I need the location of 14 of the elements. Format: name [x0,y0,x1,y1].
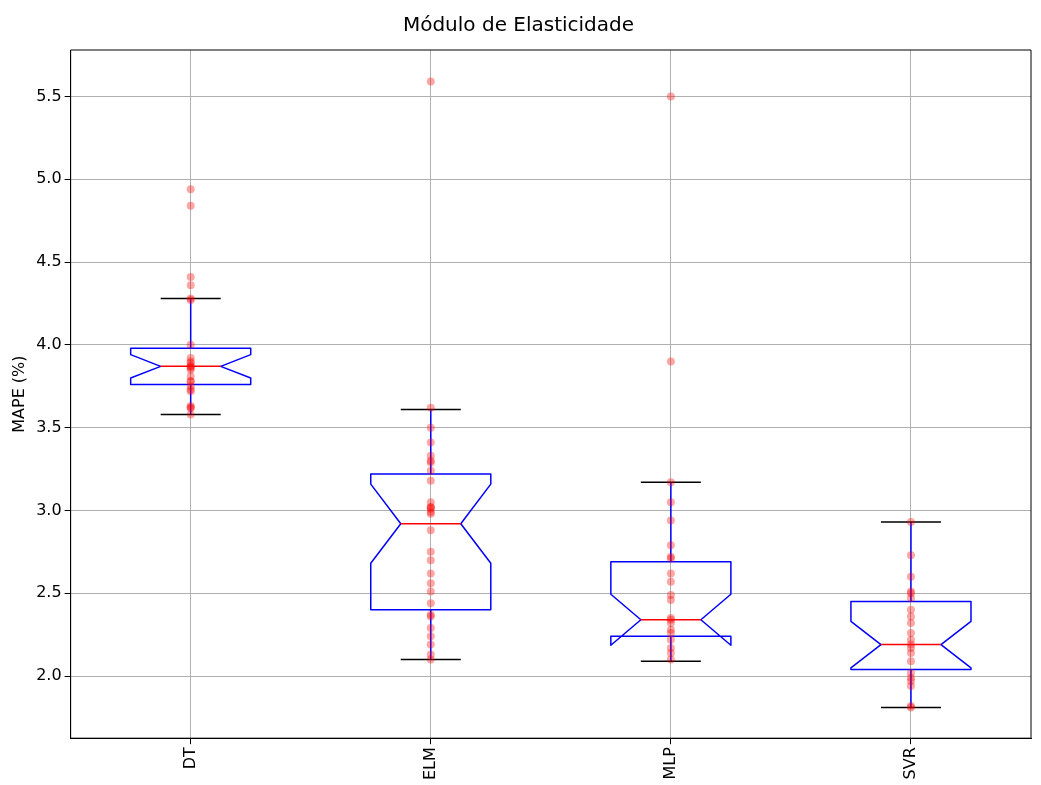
x-tick-label: SVR [900,747,920,780]
y-tick-label: 3.5 [36,416,62,436]
y-tick-label: 2.0 [36,665,62,685]
y-tick-label: 4.0 [36,333,62,353]
y-tick-label: 4.5 [36,251,62,271]
y-tick-label: 5.5 [36,85,62,105]
y-axis-title: MAPE (%) [8,355,28,433]
x-tick-label: MLP [660,746,680,780]
y-tick-label: 2.5 [36,582,62,602]
x-tick-label: ELM [419,747,439,780]
y-tick-label: 5.0 [36,168,62,188]
x-tick-label: DT [179,746,199,770]
y-tick-label: 3.0 [36,499,62,519]
chart-title: Módulo de Elasticidade [402,12,635,37]
